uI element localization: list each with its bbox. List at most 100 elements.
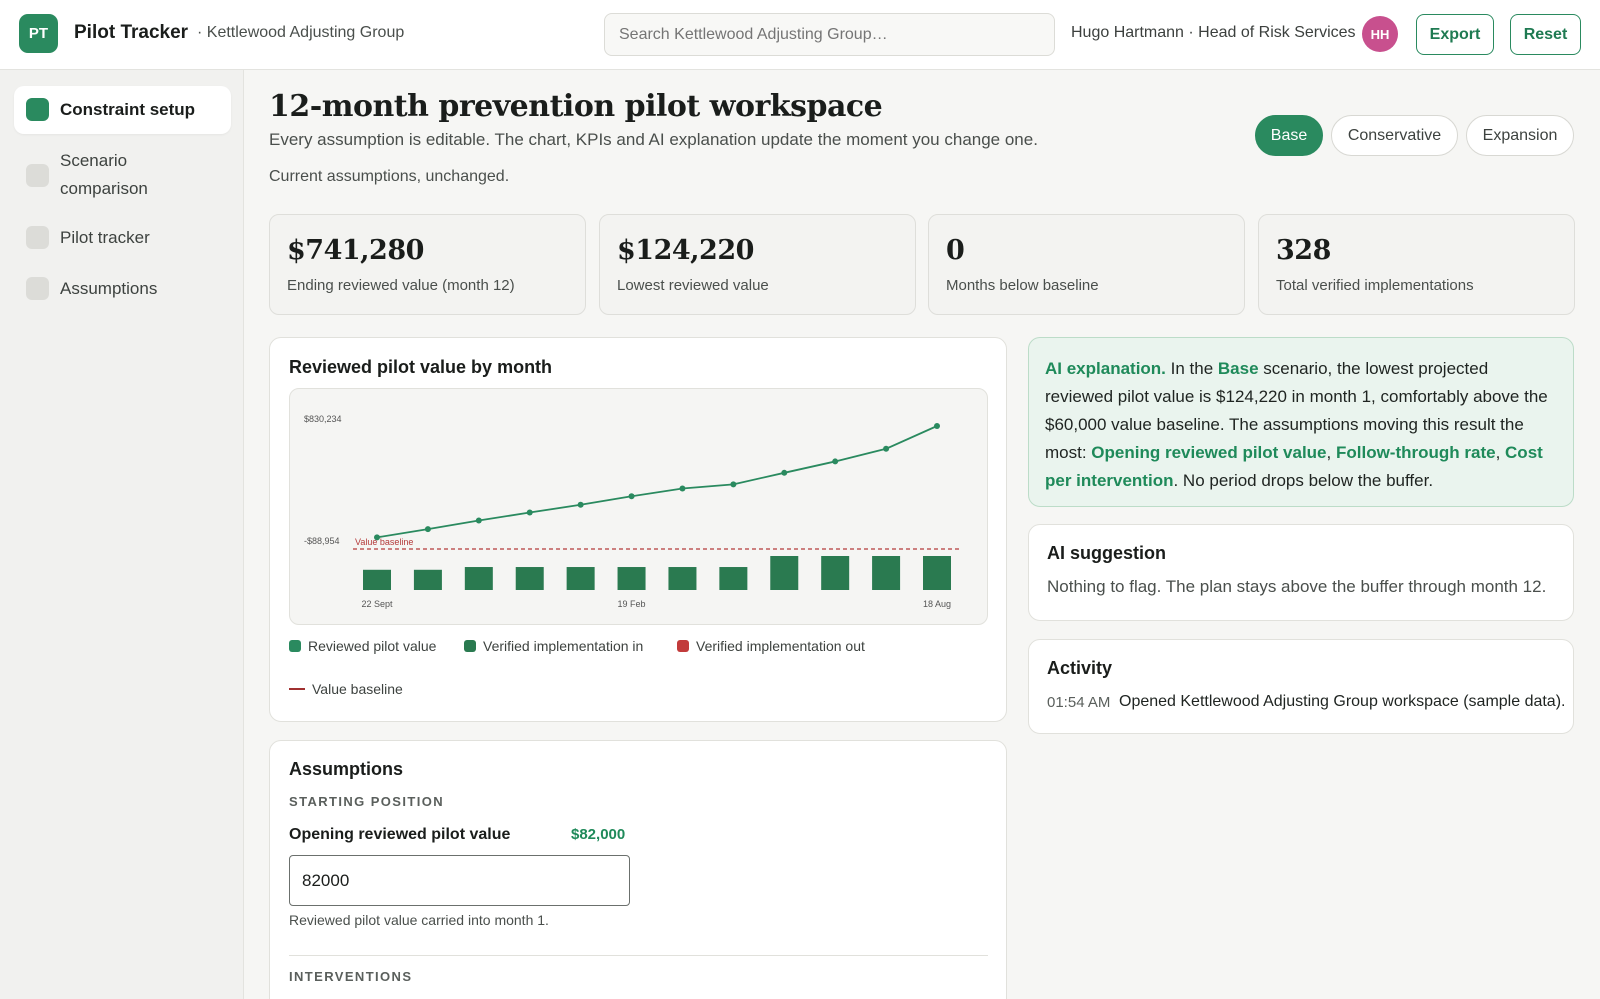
point-reviewed-value <box>628 493 635 500</box>
legend-item-value-baseline: Value baseline <box>289 681 403 697</box>
activity-card: Activity 01:54 AM Opened Kettlewood Adju… <box>1028 639 1574 734</box>
chart-title: Reviewed pilot value by month <box>289 357 553 377</box>
kpi-card-lowest-value: $124,220 Lowest reviewed value <box>599 214 916 315</box>
activity-time: 01:54 AM <box>1047 694 1111 711</box>
opening-value-input[interactable] <box>289 855 630 906</box>
legend-line <box>289 688 305 690</box>
ai-explanation-card: AI explanation. In the Base scenario, th… <box>1028 337 1574 507</box>
section-divider <box>289 955 988 956</box>
bar-implementation-in <box>821 556 850 590</box>
bar-implementation-in <box>413 569 442 590</box>
activity-title: Activity <box>1047 658 1113 678</box>
ai-text: scenario, the lowest projected reviewed … <box>1045 359 1548 462</box>
suggestion-title: AI suggestion <box>1047 543 1167 563</box>
ai-driver-cost-per-intervention[interactable]: Cost per intervention <box>1045 443 1543 490</box>
bar-implementation-in <box>719 567 748 590</box>
kpi-value: 0 <box>946 235 965 266</box>
constraint-setup-icon <box>26 98 49 121</box>
sidebar-item-label: Scenario comparison <box>60 151 148 198</box>
field-label-opening-value: Opening reviewed pilot value <box>289 826 511 843</box>
kpi-label: Ending reviewed value (month 12) <box>287 277 515 294</box>
search-input[interactable] <box>604 13 1055 56</box>
y-tick-label: $830,234 <box>304 414 342 424</box>
activity-text: Opened Kettlewood Adjusting Group worksp… <box>1119 693 1566 710</box>
bar-implementation-in <box>668 567 697 590</box>
ai-suggestion-card: AI suggestion Nothing to flag. The plan … <box>1028 524 1574 621</box>
kpi-value: $124,220 <box>617 235 754 266</box>
bar-implementation-in <box>923 556 951 590</box>
bar-implementation-in <box>515 567 544 590</box>
sidebar: Constraint setup Scenario comparison Pil… <box>0 70 244 999</box>
avatar[interactable]: HH <box>1362 16 1398 52</box>
reset-button[interactable]: Reset <box>1510 14 1581 55</box>
export-button[interactable]: Export <box>1416 14 1494 55</box>
legend-swatch <box>464 640 476 652</box>
point-reviewed-value <box>679 485 686 492</box>
ai-explanation-lead: AI explanation. <box>1045 359 1166 378</box>
kpi-label: Lowest reviewed value <box>617 277 769 294</box>
legend-label: Verified implementation in <box>483 638 644 654</box>
kpi-value: 328 <box>1276 235 1331 266</box>
assumptions-icon <box>26 277 49 300</box>
point-reviewed-value <box>424 526 431 533</box>
suggestion-text: Nothing to flag. The plan stays above th… <box>1047 577 1547 596</box>
point-reviewed-value <box>883 445 890 452</box>
sidebar-item-pilot-tracker[interactable]: Pilot tracker <box>14 214 231 262</box>
x-tick-label: 19 Feb <box>618 599 646 609</box>
section-label-interventions: INTERVENTIONS <box>289 969 413 984</box>
user-name: Hugo Hartmann · Head of Risk Services <box>1071 24 1356 41</box>
ai-driver-opening-value[interactable]: Opening reviewed pilot value <box>1091 443 1327 462</box>
field-help-text: Reviewed pilot value carried into month … <box>289 912 549 928</box>
point-reviewed-value <box>577 501 584 508</box>
bar-implementation-in <box>464 567 493 590</box>
ai-scenario-name: Base <box>1217 359 1259 378</box>
ai-driver-follow-through[interactable]: Follow-through rate <box>1335 443 1496 462</box>
top-bar: PT Pilot Tracker · Kettlewood Adjusting … <box>0 0 1600 70</box>
legend-item-reviewed-value: Reviewed pilot value <box>289 638 436 654</box>
chart-area: $830,234 -$88,954 Value baseline 22 Sept 19 … <box>289 388 988 625</box>
bar-implementation-in <box>770 556 799 590</box>
point-reviewed-value <box>374 534 380 541</box>
point-reviewed-value <box>730 481 737 488</box>
page-title: 12-month prevention pilot workspace <box>269 89 883 124</box>
point-reviewed-value <box>832 458 839 465</box>
legend-swatch <box>677 640 689 652</box>
scenario-conservative-button[interactable]: Conservative <box>1331 115 1458 156</box>
legend-item-implementation-out: Verified implementation out <box>677 638 865 654</box>
sidebar-item-constraint-setup[interactable]: Constraint setup <box>14 86 231 134</box>
point-reviewed-value <box>781 469 788 476</box>
legend-label: Reviewed pilot value <box>308 638 437 654</box>
sidebar-item-label: Pilot tracker <box>60 228 150 247</box>
app-title: Pilot Tracker <box>74 22 189 43</box>
ai-text: In the <box>1165 359 1218 378</box>
sidebar-item-label: Constraint setup <box>60 100 196 119</box>
baseline-label: Value baseline <box>355 537 413 547</box>
sidebar-item-scenario-comparison[interactable]: Scenario comparison <box>14 145 231 205</box>
legend-swatch <box>289 640 301 652</box>
ai-text: , <box>1495 443 1506 462</box>
page-subtitle: Every assumption is editable. The chart,… <box>269 130 1038 149</box>
app-logo: PT <box>19 14 58 53</box>
kpi-label: Months below baseline <box>946 277 1099 294</box>
bar-implementation-in <box>872 556 901 590</box>
kpi-card-months-below: 0 Months below baseline <box>928 214 1245 315</box>
bar-implementation-in <box>363 569 391 590</box>
scenario-comparison-icon <box>26 164 49 187</box>
kpi-value: $741,280 <box>287 235 424 266</box>
x-tick-label: 18 Aug <box>923 599 951 609</box>
status-text: Current assumptions, unchanged. <box>269 168 510 185</box>
field-display-opening-value: $82,000 <box>571 826 626 843</box>
y-tick-label: -$88,954 <box>304 536 340 546</box>
scenario-base-button[interactable]: Base <box>1255 115 1323 156</box>
legend-item-implementation-in: Verified implementation in <box>464 638 643 654</box>
kpi-card-ending-value: $741,280 Ending reviewed value (month 12… <box>269 214 586 315</box>
scenario-expansion-button[interactable]: Expansion <box>1466 115 1574 156</box>
ai-text: . No period drops below the buffer. <box>1173 471 1434 490</box>
sidebar-item-assumptions[interactable]: Assumptions <box>14 265 231 313</box>
bar-implementation-in <box>617 567 646 590</box>
point-reviewed-value <box>475 517 482 524</box>
chart-svg: $830,234 -$88,954 Value baseline 22 Sept 19 … <box>304 414 962 609</box>
legend-label: Verified implementation out <box>696 638 865 654</box>
assumptions-title: Assumptions <box>289 759 404 779</box>
